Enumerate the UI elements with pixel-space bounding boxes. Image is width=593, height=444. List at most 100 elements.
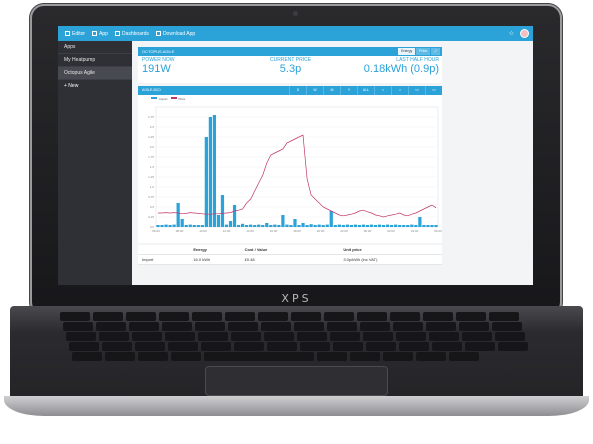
table-header: Unit price [343,247,362,252]
energy-button[interactable]: Energy [398,48,416,55]
x-tick-label: 10:00 [199,229,207,233]
keyboard-key [225,312,255,321]
import-bar [196,225,200,227]
keyboard-key [72,352,102,361]
keyboard-key [462,332,492,341]
y-tick-label: 2.0 [150,145,155,149]
y-tick-label: 0.5 [150,205,155,209]
chart-area: Import Price 0.0 0.25 0.5 0.75 1.0 1.25 1.5 1.7… [138,95,442,243]
energy-chart[interactable]: 0.0 0.25 0.5 0.75 1.0 1.25 1.5 1.75 2.0 2.25 2.5 2.… [138,95,442,243]
chart-header: AGILE-BCD D W M Y ALL < > << >> [138,86,442,95]
laptop-base-edge [4,396,589,416]
import-bar [430,225,434,227]
price-button[interactable]: Price [416,48,431,55]
keyboard-key [366,342,396,351]
chart-range-button[interactable]: Y [340,86,357,95]
chart-range-button[interactable]: W [306,86,323,95]
table-header [138,245,193,254]
chart-range-button[interactable]: < [374,86,391,95]
keyboard-key [258,312,288,321]
import-bar [249,224,253,227]
keyboard-key [317,352,347,361]
keyboard-key [426,322,456,331]
keyboard-key [489,312,519,321]
import-bar [168,225,172,227]
topbar-app[interactable]: App [92,31,108,37]
sidebar-new-button[interactable]: + New [64,83,79,89]
keyboard-key [234,342,264,351]
y-tick-label: 2.5 [150,125,155,129]
topbar-dashboards[interactable]: Dashboards [114,31,149,37]
x-tick-label: 16:00 [270,229,278,233]
import-bar [241,223,245,227]
chart-range-button[interactable]: M [323,86,340,95]
keyboard-key [135,342,165,351]
import-bar [426,225,430,227]
x-tick-label: 20:00 [317,229,325,233]
topbar-editor[interactable]: Editor [65,31,85,37]
sidebar: Apps My Heatpump Octopus Agile + New [58,41,132,285]
summary-table: Energy Cost / Value Unit price Import 16… [138,245,442,265]
import-bar [200,225,204,227]
import-bar [245,225,249,227]
import-bar [285,224,289,227]
x-tick-label: 14:00 [246,229,254,233]
import-bar [365,225,370,227]
keyboard-key [327,322,357,331]
keyboard-key [228,322,258,331]
import-bar [232,205,237,227]
import-bar [301,223,305,227]
import-bar [337,224,341,227]
keyboard-key [132,332,162,341]
keyboard-key [198,332,228,341]
x-tick-label: 22:00 [340,229,348,233]
y-tick-label: 0.75 [148,195,154,199]
keyboard-key [324,312,354,321]
import-bar [369,224,374,227]
keyboard-key [192,312,222,321]
sidebar-item-my-heatpump[interactable]: My Heatpump [58,54,132,67]
keyboard-key [159,312,189,321]
y-tick-label: 1.0 [150,185,155,189]
chart-range-button[interactable]: D [289,86,306,95]
import-bar [321,225,325,227]
keyboard-key [399,342,429,351]
chart-range-button[interactable]: ALL [357,86,374,95]
keyboard-key [195,322,225,331]
import-bar [265,223,269,227]
expand-icon[interactable]: ⤢ [431,48,440,55]
trackpad [205,366,388,396]
sidebar-item-apps[interactable]: Apps [58,41,132,54]
sidebar-item-octopus-agile[interactable]: Octopus Agile [58,67,132,80]
chart-range-button[interactable]: > [391,86,408,95]
main-content: OCTOPUS AGILE Energy Price ⤢ POWER NOW 1… [138,47,442,265]
chart-range-button[interactable]: << [408,86,425,95]
chart-range-button[interactable]: >> [425,86,442,95]
stat-last-half-hour: LAST HALF HOUR 0.18kWh (0.9p) [364,57,439,75]
star-icon[interactable]: ☆ [508,31,514,37]
x-tick-label: 08:00 [176,229,184,233]
table-header-row: Energy Cost / Value Unit price [138,245,442,255]
keyboard-key [390,312,420,321]
keyboard-key [459,322,489,331]
keyboard-key [495,332,525,341]
last-half-hour-label: LAST HALF HOUR [396,57,439,63]
import-bar [406,225,410,227]
x-tick-label: 00:00 [364,229,372,233]
import-bar [373,225,378,227]
menu-icon [65,31,70,36]
current-price-value: 5.3p [279,63,302,75]
avatar[interactable] [520,29,529,38]
keyboard-key [93,312,123,321]
import-bar [212,115,217,227]
import-bar [160,225,164,227]
calendar-icon [114,31,120,36]
import-bar [333,225,337,227]
table-cell: 3.0p/kWh (inc VAT) [343,257,378,262]
stats-row: POWER NOW 191W CURRENT PRICE 5.3p LAST H… [138,56,442,83]
table-cell: Import [142,257,154,262]
keyboard-key [168,342,198,351]
table-header: Cost / Value [244,247,268,252]
keyboard-key [129,322,159,331]
topbar-download[interactable]: Download App [155,31,195,37]
